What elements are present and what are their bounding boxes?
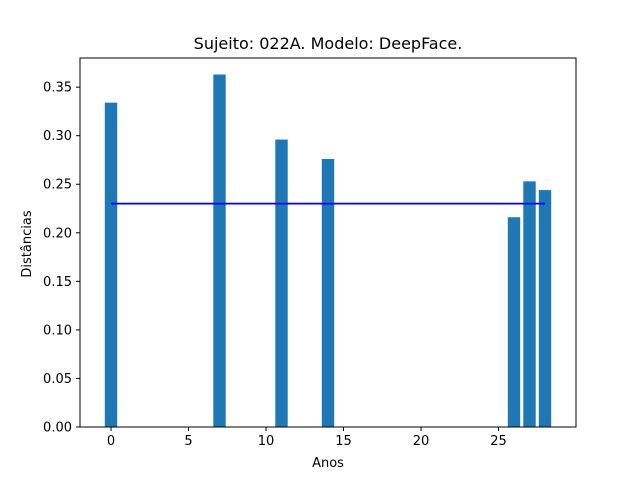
bar-0 bbox=[104, 102, 118, 427]
y-tick-label: 0.35 bbox=[43, 81, 72, 96]
y-axis-label: Distâncias bbox=[20, 210, 35, 277]
y-tick-label: 0.00 bbox=[43, 421, 72, 436]
x-tick-label: 20 bbox=[413, 434, 430, 449]
bar-14 bbox=[321, 158, 335, 427]
chart-title: Sujeito: 022A. Modelo: DeepFace. bbox=[194, 34, 463, 53]
x-tick-label: 0 bbox=[107, 434, 115, 449]
bar-7 bbox=[213, 74, 226, 427]
x-tick-label: 25 bbox=[490, 434, 507, 449]
x-axis-label: Anos bbox=[312, 456, 344, 471]
y-axis: 0.00 0.05 0.10 0.15 0.20 0.25 0.30 0.35 bbox=[43, 81, 80, 436]
x-tick-label: 15 bbox=[335, 434, 352, 449]
bar-26 bbox=[507, 217, 521, 427]
bar-27 bbox=[523, 181, 536, 427]
x-tick-label: 10 bbox=[258, 434, 275, 449]
bar-11 bbox=[275, 139, 288, 427]
y-tick-label: 0.05 bbox=[43, 372, 72, 387]
y-tick-label: 0.15 bbox=[43, 275, 72, 290]
bars-group bbox=[104, 74, 552, 427]
x-axis: 0 5 10 15 20 25 bbox=[107, 427, 507, 449]
y-tick-label: 0.10 bbox=[43, 323, 72, 338]
y-tick-label: 0.30 bbox=[43, 129, 72, 144]
y-tick-label: 0.25 bbox=[43, 178, 72, 193]
y-tick-label: 0.20 bbox=[43, 226, 72, 241]
bar-28 bbox=[538, 190, 552, 427]
plot-frame bbox=[79, 57, 577, 428]
x-tick-label: 5 bbox=[184, 434, 192, 449]
